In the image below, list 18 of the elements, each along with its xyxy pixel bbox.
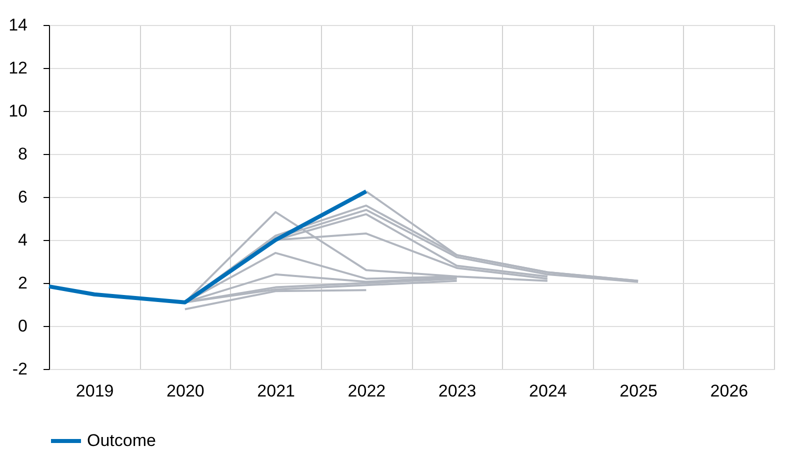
y-tick-label: 12 [8, 58, 28, 78]
y-tick-label: 10 [8, 102, 28, 120]
legend-label: Outcome [87, 431, 156, 450]
y-tick-label: 6 [18, 188, 28, 206]
y-tick-label: -2 [12, 360, 28, 378]
y-tick-label: 4 [18, 230, 28, 250]
x-tick-label: 2021 [257, 382, 295, 400]
x-tick-label: 2025 [620, 382, 658, 400]
y-tick-label: 14 [8, 16, 28, 34]
x-tick-label: 2022 [348, 382, 386, 400]
x-tick-label: 2019 [76, 382, 114, 400]
x-tick-label: 2026 [710, 382, 748, 400]
x-tick-label: 2023 [438, 382, 476, 400]
y-tick-label: 0 [18, 316, 28, 336]
x-tick-label: 2020 [166, 382, 204, 400]
x-tick-label: 2024 [529, 382, 567, 400]
y-tick-label: 8 [18, 144, 28, 164]
y-tick-label: 2 [18, 274, 28, 292]
